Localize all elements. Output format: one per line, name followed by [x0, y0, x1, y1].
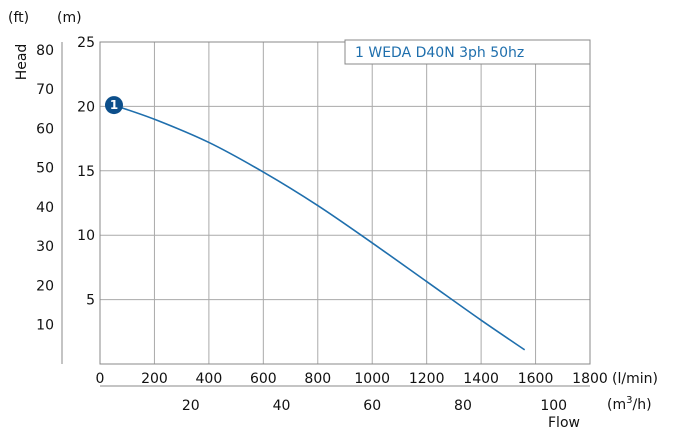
grid — [100, 42, 590, 364]
x-tick-label-lmin: 1800 — [572, 371, 608, 387]
series-line-1 — [113, 104, 526, 351]
x-tick-label-lmin: 1200 — [409, 371, 445, 387]
tick-labels: 0 200 400 600 800 1000 1200 1400 1600 1800 20 40 60 8… — [36, 35, 608, 414]
unit-m3h-exponent: 3 — [626, 395, 632, 406]
y-tick-label-ft: 40 — [36, 200, 54, 216]
x-tick-label-lmin: 1400 — [463, 371, 499, 387]
unit-m3h-label: (m3/h) — [607, 395, 652, 413]
y-tick-label-ft: 60 — [36, 121, 54, 137]
legend-entry: 1 WEDA D40N 3ph 50hz — [355, 45, 524, 61]
x-tick-label-lmin: 200 — [141, 371, 168, 387]
x-tick-label-m3h: 100 — [540, 398, 567, 414]
unit-m-label: (m) — [57, 10, 82, 26]
y-tick-label-ft: 10 — [36, 318, 54, 334]
y-tick-label-m: 10 — [77, 228, 95, 244]
unit-m3h-prefix: (m — [607, 397, 626, 413]
series-marker-label: 1 — [110, 98, 118, 112]
y-tick-label-m: 5 — [86, 293, 95, 309]
x-tick-label-lmin: 0 — [96, 371, 105, 387]
legend-box — [344, 39, 591, 65]
y-tick-label-ft: 50 — [36, 161, 54, 177]
y-tick-label-ft: 30 — [36, 239, 54, 255]
unit-lmin-label: (l/min) — [612, 371, 658, 387]
unit-ft-label: (ft) — [8, 10, 29, 26]
x-tick-label-lmin: 800 — [304, 371, 331, 387]
y-tick-label-ft: 80 — [36, 43, 54, 59]
plot-frame — [99, 41, 591, 365]
x-tick-label-lmin: 400 — [196, 371, 223, 387]
x-axis-label: Flow — [548, 415, 580, 430]
series-layer: 1 — [105, 96, 526, 351]
x-tick-label-m3h: 80 — [454, 398, 472, 414]
y-tick-label-m: 15 — [77, 164, 95, 180]
unit-m3h-suffix: /h) — [632, 397, 651, 413]
axes — [61, 41, 591, 387]
y-tick-label-m: 25 — [77, 35, 95, 51]
x-tick-label-lmin: 600 — [250, 371, 277, 387]
y-tick-label-ft: 70 — [36, 82, 54, 98]
x-tick-label-lmin: 1600 — [518, 371, 554, 387]
x-tick-label-m3h: 20 — [182, 398, 200, 414]
y-tick-label-m: 20 — [77, 99, 95, 115]
x-tick-label-m3h: 40 — [273, 398, 291, 414]
series-marker-1 — [105, 96, 123, 115]
y-tick-label-ft: 20 — [36, 278, 54, 294]
x-tick-label-lmin: 1000 — [354, 371, 390, 387]
y-axis-label: Head — [14, 44, 30, 81]
x-tick-label-m3h: 60 — [363, 398, 381, 414]
